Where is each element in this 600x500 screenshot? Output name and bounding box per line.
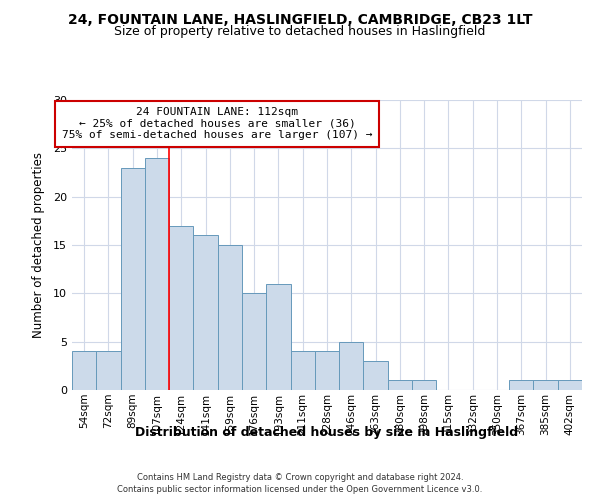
Bar bbox=[412, 380, 436, 390]
Y-axis label: Number of detached properties: Number of detached properties bbox=[32, 152, 44, 338]
Text: 24 FOUNTAIN LANE: 112sqm
← 25% of detached houses are smaller (36)
75% of semi-d: 24 FOUNTAIN LANE: 112sqm ← 25% of detach… bbox=[62, 108, 373, 140]
Bar bbox=[364, 361, 388, 390]
Bar bbox=[266, 284, 290, 390]
Bar bbox=[558, 380, 582, 390]
Bar bbox=[121, 168, 145, 390]
Bar bbox=[193, 236, 218, 390]
Bar bbox=[145, 158, 169, 390]
Bar bbox=[72, 352, 96, 390]
Text: Contains public sector information licensed under the Open Government Licence v3: Contains public sector information licen… bbox=[118, 486, 482, 494]
Bar bbox=[169, 226, 193, 390]
Bar bbox=[533, 380, 558, 390]
Bar bbox=[315, 352, 339, 390]
Bar bbox=[242, 294, 266, 390]
Bar bbox=[339, 342, 364, 390]
Bar bbox=[218, 245, 242, 390]
Text: Distribution of detached houses by size in Haslingfield: Distribution of detached houses by size … bbox=[136, 426, 518, 439]
Bar bbox=[290, 352, 315, 390]
Text: 24, FOUNTAIN LANE, HASLINGFIELD, CAMBRIDGE, CB23 1LT: 24, FOUNTAIN LANE, HASLINGFIELD, CAMBRID… bbox=[68, 12, 532, 26]
Bar bbox=[96, 352, 121, 390]
Bar bbox=[388, 380, 412, 390]
Text: Contains HM Land Registry data © Crown copyright and database right 2024.: Contains HM Land Registry data © Crown c… bbox=[137, 473, 463, 482]
Bar bbox=[509, 380, 533, 390]
Text: Size of property relative to detached houses in Haslingfield: Size of property relative to detached ho… bbox=[115, 25, 485, 38]
